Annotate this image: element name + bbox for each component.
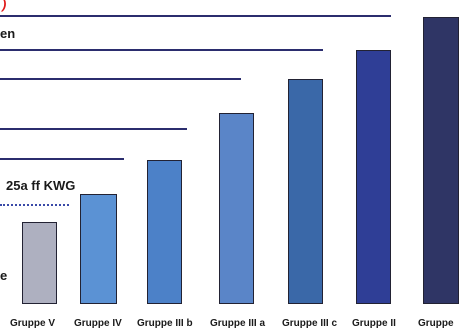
x-axis-label: Gruppe III a bbox=[210, 318, 265, 329]
bar-2 bbox=[80, 194, 117, 304]
bar-6 bbox=[356, 50, 391, 304]
x-axis-label: Gruppe V bbox=[10, 318, 55, 329]
x-axis-label: Gruppe III c bbox=[282, 318, 337, 329]
x-axis-label: Gruppe bbox=[418, 318, 454, 329]
x-axis-label: Gruppe II bbox=[352, 318, 396, 329]
bar-7 bbox=[423, 17, 459, 304]
level-line-3 bbox=[0, 78, 241, 80]
level-line-4 bbox=[0, 128, 187, 130]
level-line-label: en bbox=[0, 26, 15, 41]
red-text-fragment: ) bbox=[2, 0, 6, 12]
x-axis-label: Gruppe IV bbox=[74, 318, 122, 329]
side-text-fragment: e bbox=[0, 268, 7, 283]
kwg-label: 25a ff KWG bbox=[6, 178, 75, 193]
bar-5 bbox=[288, 79, 323, 304]
x-axis-label: Gruppe III b bbox=[137, 318, 193, 329]
bar-4 bbox=[219, 113, 254, 304]
bar-3 bbox=[147, 160, 182, 304]
level-line-2 bbox=[0, 49, 323, 51]
level-line-1 bbox=[0, 15, 391, 17]
bar-1 bbox=[22, 222, 57, 304]
level-line-5 bbox=[0, 158, 124, 160]
dotted-line bbox=[0, 204, 69, 206]
